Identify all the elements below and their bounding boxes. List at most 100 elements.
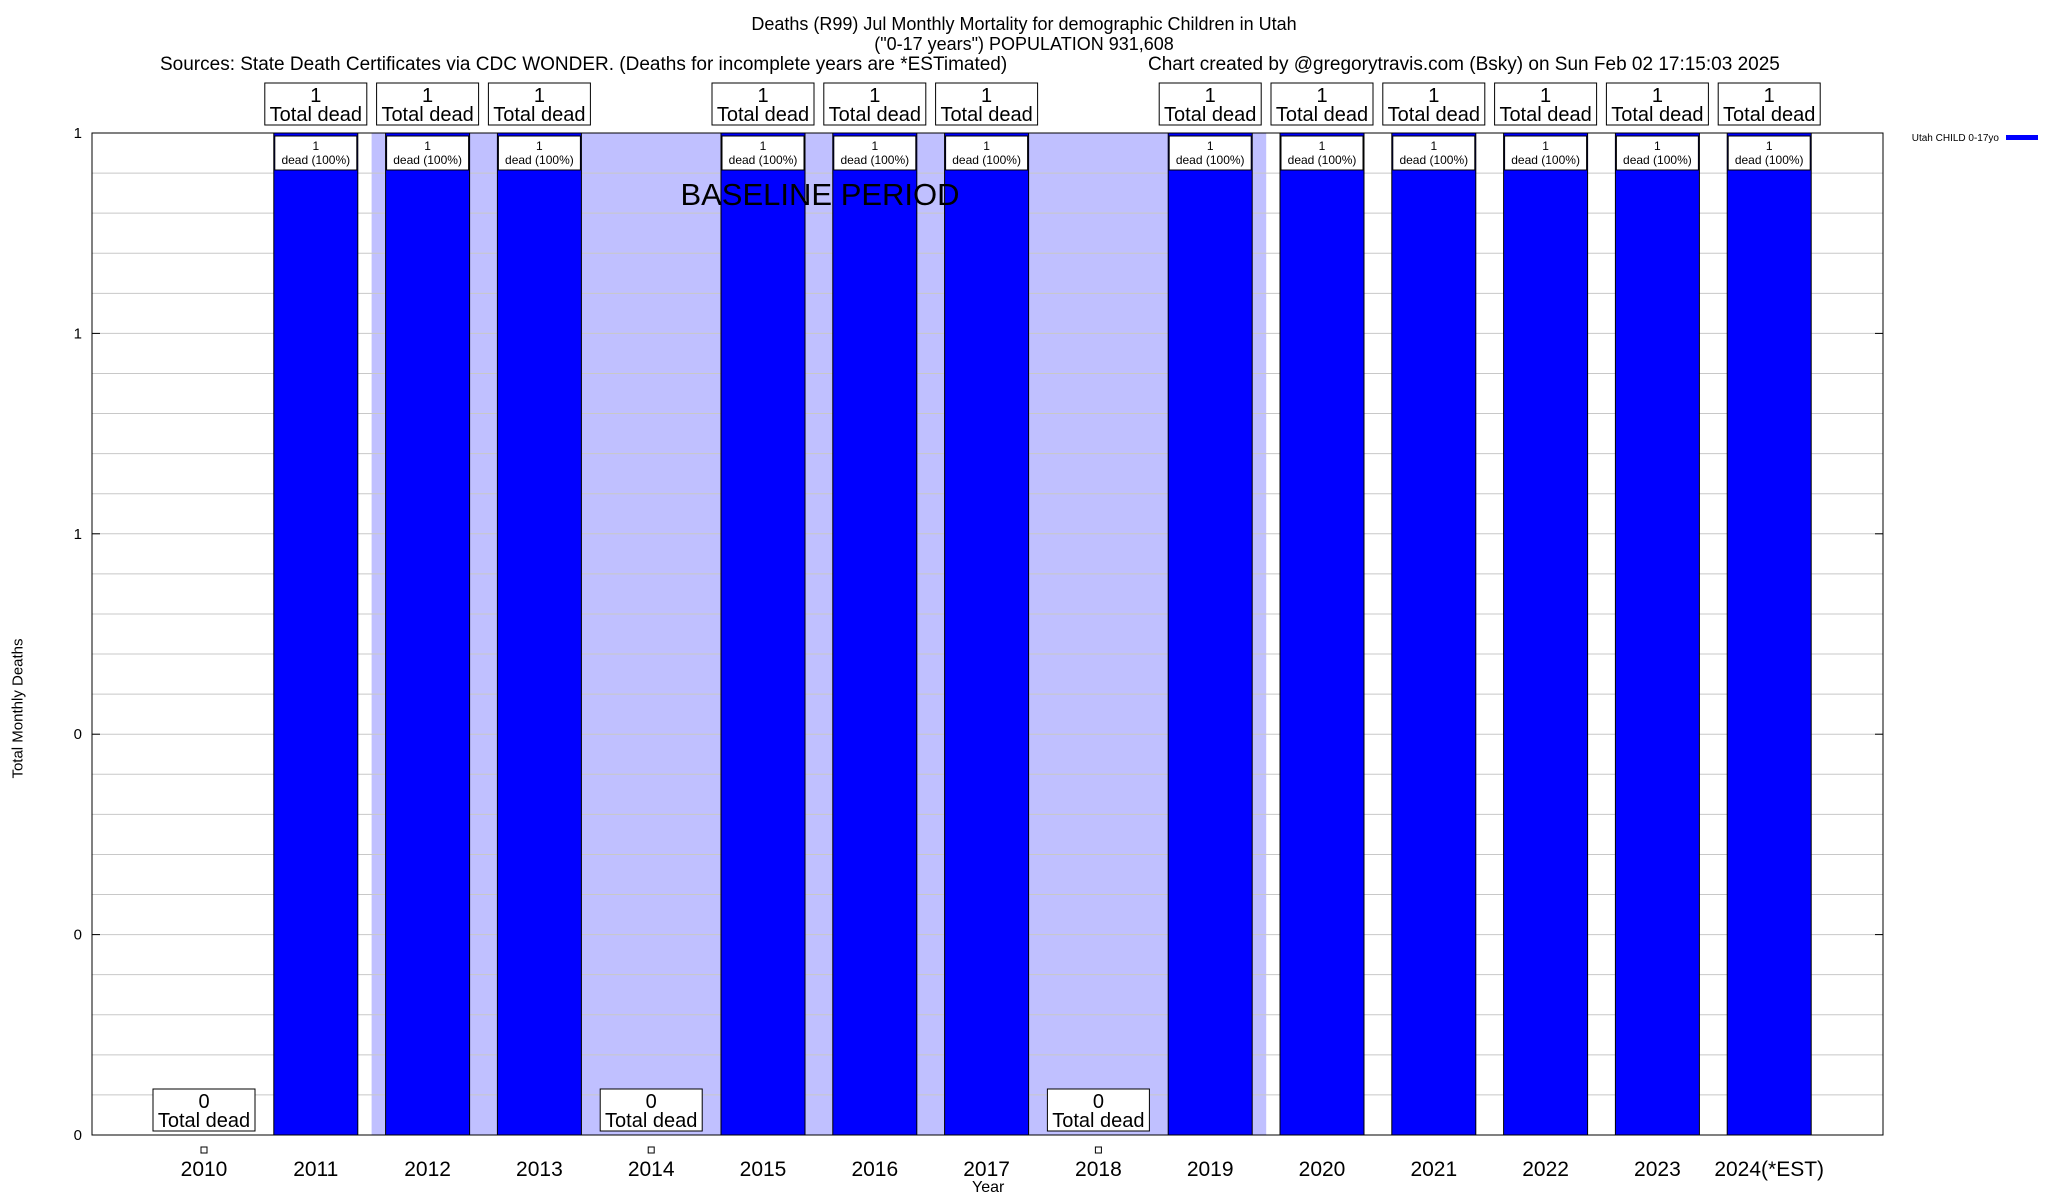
bar-label-percent: dead (100%) [1288, 153, 1357, 167]
chart-title-line-2: ("0-17 years") POPULATION 931,608 [874, 34, 1174, 54]
bar-label-percent: dead (100%) [1399, 153, 1468, 167]
y-tick-label: 1 [74, 526, 82, 543]
total-label-box [599, 1088, 703, 1132]
total-label-text: Total dead [270, 104, 362, 126]
x-tick-label-2012: 2012 [404, 1158, 451, 1181]
total-label-box [487, 82, 591, 126]
bar-2011 [273, 132, 359, 1136]
total-label-text: Total dead [381, 104, 473, 126]
total-label-text: Total dead [158, 1110, 250, 1132]
x-tick-label-2023: 2023 [1634, 1158, 1681, 1181]
total-label-text: Total dead [1164, 104, 1256, 126]
total-label-count: 1 [1428, 85, 1439, 107]
bar-label-box [274, 135, 358, 171]
bar-2022 [1503, 132, 1589, 1136]
bar-label-count: 1 [1654, 139, 1661, 153]
total-label-count: 0 [1093, 1091, 1104, 1113]
bar-label-box [721, 135, 805, 171]
x-tick-label-2011: 2011 [293, 1158, 338, 1181]
bar-2019 [1167, 132, 1253, 1136]
total-label-text: Total dead [1388, 104, 1480, 126]
zero-marker-2014 [647, 1146, 655, 1154]
bar-label-box [1504, 135, 1588, 171]
total-label-box [1717, 82, 1821, 126]
x-tick-label-2020: 2020 [1299, 1158, 1346, 1181]
bar-label-count: 1 [312, 139, 319, 153]
bar-2015 [720, 132, 806, 1136]
total-label-box [823, 82, 927, 126]
total-label-count: 1 [1205, 85, 1216, 107]
bar-label-percent: dead (100%) [729, 153, 798, 167]
y-tick-label: 0 [74, 1127, 82, 1144]
bar-label-count: 1 [871, 139, 878, 153]
chart-credit: Chart created by @gregorytravis.com (Bsk… [1148, 54, 1780, 75]
total-label-text: Total dead [1723, 104, 1815, 126]
bar-label-count: 1 [1430, 139, 1437, 153]
bar-label-percent: dead (100%) [952, 153, 1021, 167]
bar-label-box [497, 135, 581, 171]
x-tick-label-2015: 2015 [740, 1158, 787, 1181]
total-label-text: Total dead [1499, 104, 1591, 126]
total-label-count: 1 [757, 85, 768, 107]
total-label-count: 1 [1652, 85, 1663, 107]
y-tick-label: 1 [74, 125, 82, 142]
plot-frame [91, 132, 1884, 1136]
bar-2021 [1391, 132, 1477, 1136]
bar-label-percent: dead (100%) [1623, 153, 1692, 167]
bar-label-percent: dead (100%) [840, 153, 909, 167]
bar-label-count: 1 [536, 139, 543, 153]
total-label-box [935, 82, 1039, 126]
bar-2023 [1614, 132, 1700, 1136]
total-label-count: 1 [1316, 85, 1327, 107]
total-label-count: 1 [422, 85, 433, 107]
x-tick-label-2010: 2010 [181, 1158, 228, 1181]
total-label-count: 1 [981, 85, 992, 107]
y-axis-label: Total Monthly Deaths [9, 638, 27, 779]
bar-label-box [1280, 135, 1364, 171]
x-tick-label-2021: 2021 [1410, 1158, 1457, 1181]
total-label-box [264, 82, 368, 126]
total-label-box [152, 1088, 256, 1132]
baseline-period-label: BASELINE PERIOD [680, 177, 959, 212]
bar-2017 [944, 132, 1030, 1136]
bar-label-percent: dead (100%) [505, 153, 574, 167]
bar-2020 [1279, 132, 1365, 1136]
x-tick-label-2016: 2016 [851, 1158, 898, 1181]
x-axis-label: Year [972, 1179, 1005, 1196]
bar-label-count: 1 [1319, 139, 1326, 153]
bar-label-box [833, 135, 917, 171]
bar-label-count: 1 [760, 139, 767, 153]
x-tick-label-2014: 2014 [628, 1158, 675, 1181]
total-label-box [1046, 1088, 1150, 1132]
bar-label-box [945, 135, 1029, 171]
total-label-box [1605, 82, 1709, 126]
total-label-box [1270, 82, 1374, 126]
total-label-count: 0 [646, 1091, 657, 1113]
total-label-box [1158, 82, 1262, 126]
total-label-count: 1 [869, 85, 880, 107]
total-label-text: Total dead [940, 104, 1032, 126]
sources-note: Sources: State Death Certificates via CD… [160, 54, 1008, 75]
bar-label-percent: dead (100%) [281, 153, 350, 167]
bar-label-box [386, 135, 470, 171]
legend-swatch [2006, 135, 2038, 140]
bar-label-percent: dead (100%) [393, 153, 462, 167]
x-tick-label-2022: 2022 [1522, 1158, 1569, 1181]
y-tick-label: 0 [74, 927, 82, 944]
total-label-box [1494, 82, 1598, 126]
y-tick-label: 0 [74, 726, 82, 743]
zero-marker-2010 [200, 1146, 208, 1154]
bar-2012 [385, 132, 471, 1136]
total-label-text: Total dead [605, 1110, 697, 1132]
bar-label-percent: dead (100%) [1176, 153, 1245, 167]
total-label-text: Total dead [1276, 104, 1368, 126]
bar-2024(*EST) [1726, 132, 1812, 1136]
bar-2016 [832, 132, 918, 1136]
total-label-count: 1 [1764, 85, 1775, 107]
x-tick-label-2017: 2017 [963, 1158, 1010, 1181]
total-label-box [711, 82, 815, 126]
bar-label-count: 1 [1766, 139, 1773, 153]
total-label-box [1382, 82, 1486, 126]
x-tick-label-2018: 2018 [1075, 1158, 1122, 1181]
